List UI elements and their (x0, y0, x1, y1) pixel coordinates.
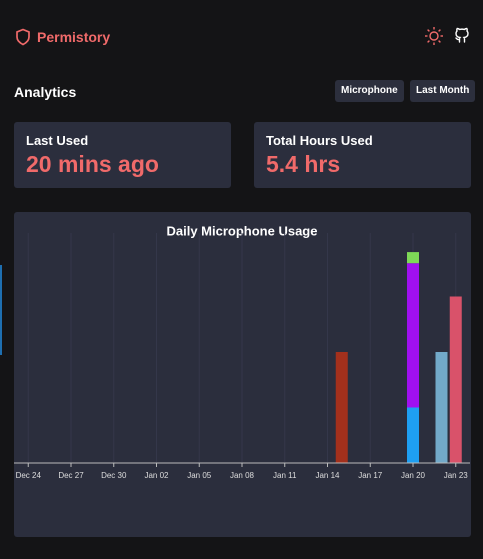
bar (449, 296, 462, 463)
stat-value: 5.4 hrs (266, 151, 341, 177)
stat-card: Last Used 20 mins ago (14, 122, 231, 188)
bar (435, 352, 448, 463)
filter-button[interactable]: Microphone (335, 80, 404, 102)
chart-title: Daily Microphone Usage (167, 223, 318, 238)
bar (407, 263, 419, 408)
shield-icon (16, 28, 30, 46)
section-title: Analytics (14, 84, 77, 100)
x-tick-label: Jan 23 (444, 471, 469, 480)
app-title[interactable]: Permistory (37, 29, 111, 45)
x-tick-label: Dec 24 (16, 471, 42, 480)
x-tick-label: Dec 27 (58, 471, 84, 480)
x-tick-label: Jan 08 (230, 471, 255, 480)
x-tick-label: Jan 17 (358, 471, 383, 480)
x-tick-label: Dec 30 (101, 471, 127, 480)
bar (407, 252, 419, 264)
stat-card: Total Hours Used 5.4 hrs (254, 122, 471, 188)
filter-button[interactable]: Last Month (410, 80, 476, 102)
stat-label: Last Used (26, 133, 89, 148)
github-link[interactable] (453, 26, 471, 44)
stat-value: 20 mins ago (26, 151, 159, 177)
x-tick-label: Jan 11 (273, 471, 297, 480)
edge-indicator (0, 265, 2, 355)
bar (335, 352, 348, 463)
bar (407, 407, 419, 463)
x-tick-label: Jan 02 (144, 471, 169, 480)
x-tick-label: Jan 14 (315, 471, 340, 480)
stat-label: Total Hours Used (266, 133, 373, 148)
x-tick-label: Jan 20 (401, 471, 426, 480)
theme-toggle[interactable] (424, 26, 444, 46)
x-tick-label: Jan 05 (187, 471, 212, 480)
